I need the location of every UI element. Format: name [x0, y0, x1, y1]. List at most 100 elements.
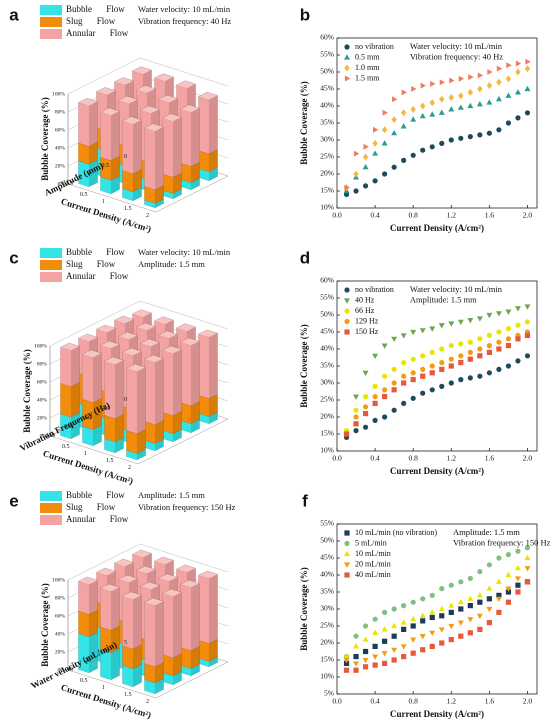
bar-top: [180, 337, 200, 346]
data-point: [439, 95, 445, 103]
data-point: [429, 349, 435, 355]
data-point: [514, 564, 521, 571]
bar-side-shade: [208, 333, 218, 399]
bar-side-shade: [136, 367, 146, 434]
x-tick-label: 1.2: [447, 454, 457, 463]
z-axis-label: Bubble Coverage (%): [40, 97, 50, 181]
bar-segment: [198, 570, 218, 644]
data-point: [353, 150, 360, 157]
legend-swatch: [40, 17, 62, 27]
bar-side-shade: [92, 353, 102, 403]
data-point: [353, 643, 360, 649]
bar-side-shade: [132, 644, 142, 669]
data-point: [429, 144, 435, 150]
y-axis-label: Bubble Coverage (%): [299, 81, 309, 165]
bar-side-shade: [110, 156, 120, 181]
z-tick-label: 60%: [55, 127, 66, 133]
z-axis-label: Bubble Coverage (%): [40, 583, 50, 667]
data-point: [496, 339, 502, 345]
y-tick-label: 10%: [320, 203, 334, 212]
bar-segment: [198, 91, 218, 155]
data-point: [401, 626, 407, 632]
data-point: [419, 112, 426, 119]
bar-top: [198, 91, 218, 101]
data-point: [382, 609, 388, 615]
legend-label: 129 Hz: [355, 316, 379, 325]
data-point: [448, 137, 454, 143]
data-point: [505, 343, 512, 349]
data-point: [343, 657, 350, 664]
y-tick-label: 35%: [320, 587, 334, 596]
data-point: [430, 80, 436, 87]
y-tick-label: 35%: [320, 361, 334, 370]
data-point: [420, 390, 426, 396]
data-point: [458, 360, 464, 366]
panel-label: d: [300, 248, 310, 267]
data-point: [420, 373, 426, 379]
data-point: [381, 343, 388, 349]
x-tick-label: 1: [84, 451, 87, 457]
data-point: [382, 414, 388, 420]
data-point: [467, 134, 473, 140]
data-point: [373, 126, 379, 133]
data-point: [372, 150, 379, 156]
data-point: [506, 62, 512, 69]
data-point: [391, 366, 397, 372]
bar-top: [154, 73, 174, 82]
data-point: [448, 356, 454, 362]
data-point: [524, 110, 531, 116]
y-tick-label: 30%: [320, 604, 334, 613]
data-point: [467, 375, 473, 381]
data-point: [372, 629, 379, 635]
data-point: [439, 613, 445, 619]
depth-tick-label: 129: [64, 424, 73, 430]
data-point: [476, 101, 483, 107]
data-point: [477, 72, 484, 79]
legend-marker: [344, 75, 351, 82]
bar-top: [144, 597, 164, 606]
y-tick-label: 10%: [320, 446, 334, 455]
bar-side-shade: [88, 142, 98, 165]
data-point: [438, 627, 445, 633]
z-tick-label: 40%: [37, 397, 48, 403]
bar-top: [180, 579, 200, 588]
legend-marker: [344, 530, 350, 536]
legend-marker: [344, 308, 350, 314]
data-point: [410, 650, 416, 656]
y-tick-label: 60%: [320, 276, 334, 285]
legend-marker: [344, 287, 350, 293]
data-point: [467, 339, 473, 345]
data-point: [448, 380, 454, 386]
data-point: [382, 171, 388, 177]
x-tick-label: 0.8: [409, 454, 419, 463]
x-tick-label: 0.8: [409, 697, 419, 706]
legend-swatch: [40, 29, 62, 39]
data-point: [391, 116, 397, 124]
bar-segment: [82, 349, 102, 403]
x-tick-label: 2.0: [523, 697, 533, 706]
data-point: [372, 139, 378, 147]
data-point: [420, 353, 426, 359]
bar-segment: [126, 363, 146, 434]
y-tick-label: 35%: [320, 118, 334, 127]
y-tick-label: 40%: [320, 344, 334, 353]
data-point: [429, 363, 435, 369]
bar-side-shade: [136, 449, 146, 460]
data-point: [486, 370, 492, 376]
data-point: [353, 633, 359, 639]
bar-top: [176, 564, 196, 573]
data-point: [515, 60, 522, 67]
bar-segment: [162, 588, 182, 659]
data-point: [420, 647, 426, 653]
z-tick-label: 80%: [55, 109, 66, 115]
data-point: [410, 116, 417, 122]
bar-side-shade: [114, 437, 124, 453]
annotation: Vibration frequency: 40 Hz: [410, 51, 503, 61]
data-point: [458, 92, 464, 100]
data-point: [448, 623, 455, 630]
x-axis-label: Current Density (A/cm²): [390, 223, 484, 233]
data-point: [486, 620, 492, 626]
data-point: [505, 326, 512, 332]
data-point: [505, 589, 512, 595]
bar-side-shade: [208, 639, 218, 662]
